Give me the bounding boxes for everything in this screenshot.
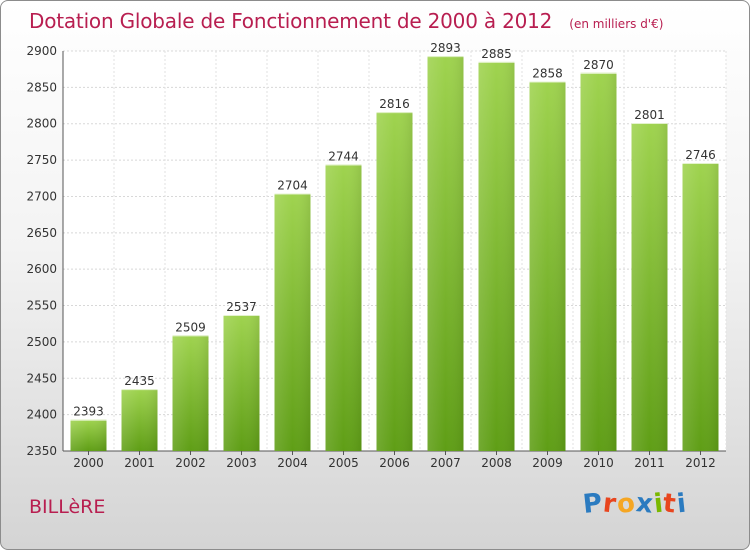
y-tick-label: 2450 xyxy=(26,371,57,385)
x-tick-label: 2012 xyxy=(685,456,716,470)
value-label: 2393 xyxy=(73,405,104,419)
bar-shade xyxy=(121,389,158,451)
value-label: 2870 xyxy=(583,58,614,72)
x-tick-label: 2003 xyxy=(226,456,257,470)
x-tick-label: 2000 xyxy=(73,456,104,470)
chart-subtitle: (en milliers d'€) xyxy=(569,17,664,31)
value-label: 2537 xyxy=(226,300,257,314)
bar-shade xyxy=(172,335,209,451)
x-tick-label: 2008 xyxy=(481,456,512,470)
bar-shade xyxy=(631,123,668,451)
y-tick-label: 2650 xyxy=(26,226,57,240)
x-tick-label: 2002 xyxy=(175,456,206,470)
y-tick-label: 2750 xyxy=(26,153,57,167)
x-tick-label: 2007 xyxy=(430,456,461,470)
x-tick-label: 2011 xyxy=(634,456,665,470)
value-label: 2435 xyxy=(124,374,155,388)
value-label: 2885 xyxy=(481,47,512,61)
y-tick-label: 2400 xyxy=(26,408,57,422)
bar-shade xyxy=(70,419,107,451)
value-label: 2746 xyxy=(685,148,716,162)
y-tick-label: 2850 xyxy=(26,80,57,94)
y-tick-label: 2550 xyxy=(26,299,57,313)
bar-shade xyxy=(580,72,617,452)
x-tick-label: 2009 xyxy=(532,456,563,470)
value-label: 2858 xyxy=(532,67,563,81)
y-tick-label: 2500 xyxy=(26,335,57,349)
y-tick-label: 2700 xyxy=(26,189,57,203)
value-label: 2509 xyxy=(175,320,206,334)
y-tick-label: 2600 xyxy=(26,262,57,276)
value-label: 2816 xyxy=(379,97,410,111)
x-tick-label: 2010 xyxy=(583,456,614,470)
bar-shade xyxy=(682,163,719,451)
bar-shade xyxy=(427,56,464,451)
y-tick-label: 2800 xyxy=(26,117,57,131)
bar-shade xyxy=(529,81,566,451)
bar-shade xyxy=(274,193,311,451)
value-label: 2704 xyxy=(277,179,308,193)
bar-shade xyxy=(376,112,413,451)
proxiti-logo: Proxiti xyxy=(581,488,689,520)
x-tick-label: 2001 xyxy=(124,456,155,470)
y-tick-label: 2900 xyxy=(26,44,57,58)
bar-shade xyxy=(223,315,260,451)
value-label: 2801 xyxy=(634,108,665,122)
title-row: Dotation Globale de Fonctionnement de 20… xyxy=(29,9,663,33)
value-label: 2744 xyxy=(328,149,359,163)
commune-name: BILLèRE xyxy=(29,496,106,518)
logo-letter: i xyxy=(675,488,689,520)
chart-title: Dotation Globale de Fonctionnement de 20… xyxy=(29,9,553,33)
x-tick-label: 2004 xyxy=(277,456,308,470)
labels: 2350 2400 2450 2500 2550 2600 2650 2700 2750 2800… xyxy=(26,41,715,470)
y-tick-label: 2350 xyxy=(26,444,57,458)
x-tick-label: 2005 xyxy=(328,456,359,470)
bar-shade xyxy=(325,164,362,452)
bars xyxy=(70,56,719,452)
bar-shade xyxy=(478,61,515,452)
x-tick-label: 2006 xyxy=(379,456,410,470)
value-label: 2893 xyxy=(430,41,461,55)
